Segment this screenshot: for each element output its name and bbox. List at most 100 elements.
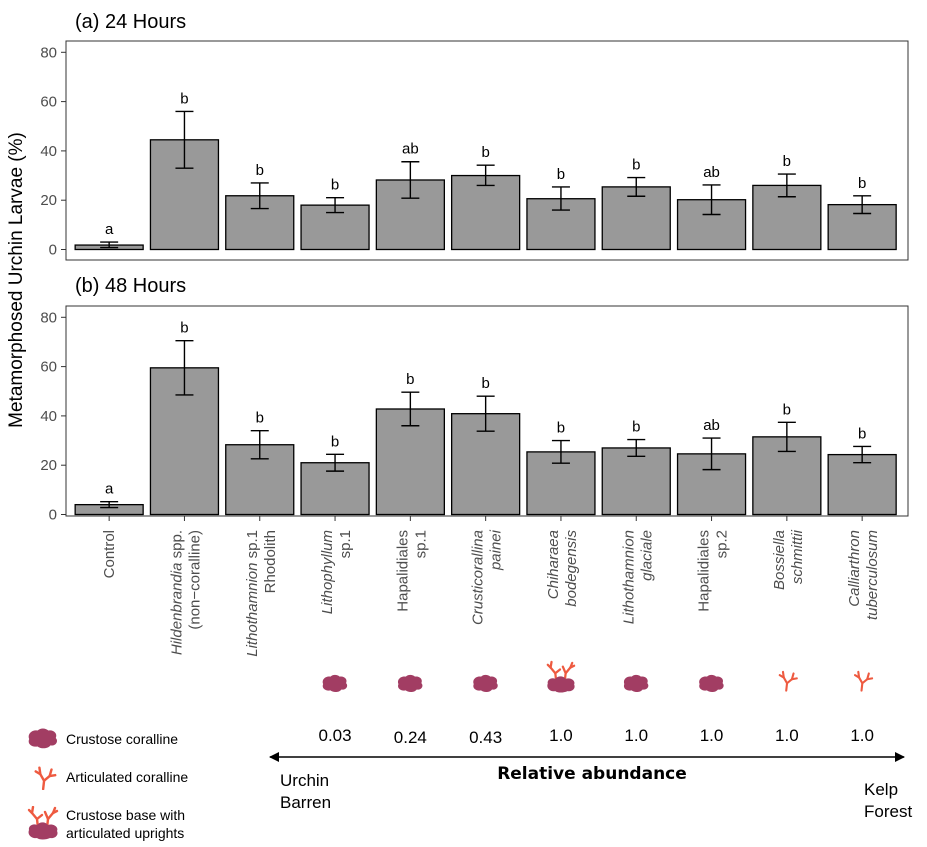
bar [149, 139, 220, 251]
category-label: Hapalidialessp.1 [394, 530, 429, 612]
error-bar [853, 195, 872, 215]
bar [375, 408, 446, 516]
y-tick-label: 60 [40, 359, 57, 376]
abundance-values: 0.03 0.24 0.43 1.0 1.0 1.0 1.0 1.0 [319, 726, 874, 747]
significance-letter: b [481, 144, 489, 161]
abundance-value: 1.0 [775, 726, 799, 745]
significance-letter: a [105, 481, 114, 498]
error-bar [702, 437, 721, 471]
category-label: Lithothamnion sp.1Rhodolith [244, 530, 279, 657]
urchin-barren-label-line2: Barren [280, 793, 331, 812]
significance-letter: b [180, 320, 188, 337]
error-bar [326, 453, 345, 472]
error-bar [551, 186, 570, 211]
significance-letter: b [632, 419, 640, 436]
y-tick-label: 80 [40, 44, 57, 61]
abundance-value: 1.0 [549, 726, 573, 745]
error-bar [175, 340, 194, 396]
significance-letter: b [331, 433, 339, 450]
crustose-coralline-icon [623, 674, 649, 693]
significance-letter: b [406, 371, 414, 388]
x-axis-categories: Control Hildenbrandia spp.(non−coralline)… [101, 516, 881, 657]
bar [601, 186, 671, 251]
significance-letter: b [557, 420, 565, 437]
abundance-value: 1.0 [850, 726, 874, 745]
legend-mixed-label-line1: Crustose base with [66, 807, 185, 823]
abundance-value: 0.43 [469, 728, 502, 747]
category-label: Lithothamnionglaciale [620, 530, 655, 624]
category-label: Calliarthrontuberculosum [846, 530, 881, 620]
abundance-value: 0.24 [394, 728, 427, 747]
y-tick-label: 0 [49, 242, 57, 259]
error-bar [702, 184, 721, 216]
bar [526, 198, 596, 251]
mixed-legend-icon [27, 806, 59, 840]
significance-letter: b [783, 401, 791, 418]
kelp-forest-label-line2: Forest [864, 802, 912, 821]
error-bar [401, 391, 420, 427]
significance-letter: b [557, 166, 565, 183]
crustose-coralline-icon [699, 674, 724, 693]
abundance-value: 1.0 [624, 726, 648, 745]
legend-articulated-label: Articulated coralline [66, 769, 188, 785]
kelp-forest-label-line1: Kelp [864, 780, 898, 799]
significance-letter: ab [703, 417, 720, 434]
error-bar [326, 197, 345, 214]
articulated-coralline-icon [853, 670, 874, 692]
bar [827, 453, 897, 516]
category-label: Hapalidialessp.2 [696, 530, 731, 612]
significance-letter: b [256, 410, 264, 427]
error-bar [100, 241, 119, 249]
y-axis-24h: 0 20 40 60 80 [40, 44, 66, 259]
error-bar [250, 182, 269, 210]
significance-letter: b [632, 157, 640, 174]
significance-letter: b [858, 425, 866, 442]
panel-title-24h: (a) 24 Hours [75, 11, 186, 33]
significance-letter: b [256, 162, 264, 179]
abundance-axis-title: Relative abundance [497, 764, 687, 784]
significance-letter: b [858, 175, 866, 192]
category-label: Chiharaeabodegensis [545, 530, 580, 607]
urchin-barren-label-line1: Urchin [280, 771, 329, 790]
error-bar [476, 164, 495, 187]
error-bar [777, 421, 796, 453]
y-tick-label: 20 [40, 192, 57, 209]
y-tick-label: 80 [40, 309, 57, 326]
crustose-coralline-icon [473, 674, 498, 693]
crustose-coralline-icon [322, 674, 348, 693]
y-axis-title: Metamorphosed Urchin Larvae (%) [6, 132, 27, 428]
abundance-value: 0.03 [319, 726, 352, 745]
significance-letter: b [180, 90, 188, 107]
error-bar [476, 395, 495, 432]
morphology-icons [322, 660, 874, 694]
y-tick-label: 0 [49, 507, 57, 524]
significance-letter: b [481, 375, 489, 392]
y-tick-label: 20 [40, 457, 57, 474]
abundance-value: 1.0 [700, 726, 724, 745]
legend: Crustose coralline Articulated coralline… [27, 728, 188, 841]
crustose-coralline-icon [398, 674, 423, 693]
y-tick-label: 40 [40, 143, 57, 160]
significance-letter: b [331, 177, 339, 194]
error-bar [777, 173, 796, 198]
articulated-coralline-icon [778, 670, 799, 692]
bar [300, 204, 370, 251]
y-tick-label: 60 [40, 94, 57, 111]
legend-crustose-label: Crustose coralline [66, 731, 178, 747]
legend-mixed-label-line2: articulated uprights [66, 825, 184, 841]
significance-letter: ab [402, 141, 419, 158]
crustose-articulated-icon [546, 660, 576, 694]
category-label: Crusticorallinapainei [470, 529, 505, 625]
category-label: Control [101, 530, 118, 578]
error-bar [175, 110, 194, 169]
panel-title-48h: (b) 48 Hours [75, 275, 186, 297]
error-bar [401, 161, 420, 199]
error-bar [100, 500, 119, 509]
significance-letter: a [105, 221, 114, 238]
error-bar [853, 445, 872, 464]
